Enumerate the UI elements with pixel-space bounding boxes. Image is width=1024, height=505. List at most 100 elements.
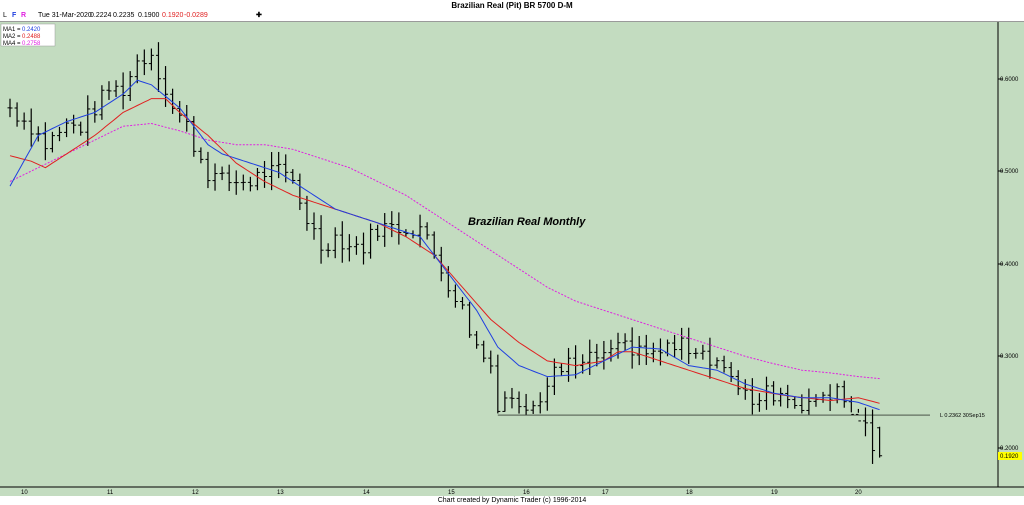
price-bar [205, 151, 211, 189]
price-bar [763, 376, 769, 410]
price-bar [693, 348, 699, 359]
price-bars [7, 42, 883, 464]
price-bar [148, 48, 154, 71]
plot-area [0, 22, 998, 487]
price-bar [877, 426, 883, 458]
footer-credit: Chart created by Dynamic Trader (c) 1996… [437, 497, 587, 504]
last-price-label: 0.1920 [1000, 454, 1019, 460]
price-bar [672, 334, 678, 358]
price-bar [495, 354, 501, 414]
ma4-series-line [9, 122, 880, 380]
price-bar [389, 211, 395, 238]
price-bar [78, 121, 84, 136]
price-bar [778, 387, 784, 407]
price-bar [99, 85, 105, 120]
bar-change: -0.0289 [184, 12, 208, 19]
price-bar [219, 166, 225, 181]
flag-r[interactable]: R [21, 12, 27, 19]
price-bar [339, 221, 345, 263]
price-bar [332, 227, 338, 259]
x-tick-label: 13 [277, 490, 284, 496]
price-bar [28, 108, 34, 147]
price-bar [679, 327, 685, 360]
bar-low: 0.1900 [138, 12, 160, 19]
price-bar [14, 102, 20, 127]
bar-high: 0.2235 [113, 12, 135, 19]
x-axis-strip [0, 487, 1024, 496]
price-bar [170, 88, 176, 114]
price-bar [21, 112, 27, 130]
x-tick-label: 17 [602, 490, 609, 496]
price-bar [481, 340, 487, 363]
ma4-legend-value: 0.2758 [22, 41, 41, 47]
bar-open: 0.2224 [90, 12, 112, 19]
price-bar [254, 167, 260, 191]
y-tick-label: 0.4000 [1000, 262, 1019, 268]
price-bar [467, 302, 473, 338]
price-bar [530, 400, 536, 414]
price-bar [233, 170, 239, 195]
price-bar [353, 236, 359, 255]
chart-title: Brazilian Real (Pit) BR 5700 D-M [451, 1, 573, 10]
price-bar [551, 358, 557, 395]
ma2-series-line [9, 98, 880, 404]
price-bar [240, 174, 246, 191]
price-bar [141, 49, 147, 76]
price-bar [318, 215, 324, 264]
price-bar [523, 393, 529, 415]
price-bar [643, 334, 649, 365]
price-bar [756, 393, 762, 412]
y-tick-label: 0.3000 [1000, 354, 1019, 360]
price-bar [841, 380, 847, 408]
x-tick-label: 18 [686, 490, 693, 496]
price-bar [361, 232, 366, 265]
bar-close: 0.1920 [162, 12, 184, 19]
ma2-legend-value: 0.2488 [22, 34, 41, 40]
flag-l[interactable]: L [3, 12, 7, 19]
price-bar [700, 344, 706, 360]
price-bar [544, 377, 550, 411]
price-bar [424, 222, 430, 240]
price-bar [325, 243, 331, 258]
crosshair-icon[interactable]: ✚ [256, 12, 262, 19]
price-bar [855, 408, 861, 422]
price-bar [502, 391, 508, 412]
price-bar [452, 284, 458, 308]
x-tick-label: 12 [192, 490, 199, 496]
price-bar [792, 396, 798, 409]
x-tick-label: 20 [855, 490, 862, 496]
price-bar [7, 98, 13, 118]
right-axis-panel [998, 22, 1024, 496]
price-bar [368, 223, 374, 259]
price-bar [622, 333, 628, 351]
price-bar [85, 95, 91, 146]
price-bar [382, 213, 388, 247]
price-bar [601, 340, 607, 370]
x-tick-label: 19 [771, 490, 778, 496]
x-tick-label: 11 [107, 490, 114, 496]
last-price-box [998, 452, 1022, 460]
x-tick-label: 16 [523, 490, 530, 496]
price-bar [212, 163, 218, 191]
ma1-legend-value: 0.2420 [22, 27, 41, 33]
price-bar [749, 378, 755, 415]
price-bar [269, 152, 275, 191]
price-bar [226, 164, 232, 192]
price-bar [728, 362, 734, 382]
y-axis: 0.6000 0.5000 0.4000 0.3000 0.2000 [998, 77, 1019, 452]
y-tick-label: 0.5000 [1000, 169, 1019, 175]
ma4-legend-label: MA4 = [3, 41, 21, 47]
x-tick-label: 10 [21, 490, 28, 496]
chart-annotation: Brazilian Real Monthly [468, 216, 586, 228]
price-bar [721, 355, 727, 373]
price-bar [311, 212, 317, 240]
price-bar [42, 122, 48, 161]
ma1-legend-label: MA1 = [3, 27, 21, 33]
price-bar [113, 80, 119, 97]
x-tick-label: 14 [363, 490, 370, 496]
ma-legend-box [0, 23, 56, 47]
flag-f[interactable]: F [12, 12, 17, 19]
price-bar [49, 131, 55, 153]
